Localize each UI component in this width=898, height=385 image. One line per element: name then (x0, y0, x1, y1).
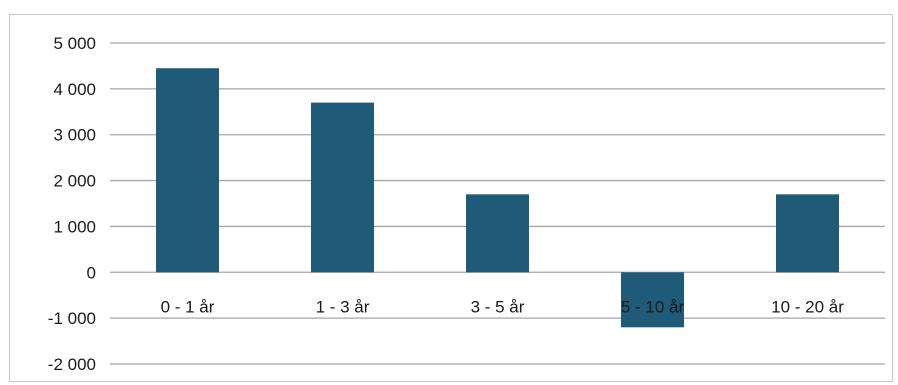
category-label: 5 - 10 år (621, 297, 685, 316)
y-axis-tick-labels: 5 000 4 000 3 000 2 000 1 000 0 -1 000 -2 000 (48, 34, 96, 374)
bar (156, 68, 219, 273)
bar (311, 102, 374, 273)
x-axis-category-labels: 0 - 1 år 1 - 3 år 3 - 5 år 5 - 10 år 10 - 20… (161, 297, 845, 316)
category-label: 10 - 20 år (771, 297, 844, 316)
y-tick-label: 3 000 (53, 126, 96, 145)
bar (621, 272, 684, 328)
category-label: 3 - 5 år (471, 297, 525, 316)
bar (776, 194, 839, 273)
category-label: 0 - 1 år (161, 297, 215, 316)
y-tick-label: 1 000 (53, 217, 96, 236)
y-tick-label: 2 000 (53, 172, 96, 191)
y-tick-label: -1 000 (48, 309, 96, 328)
category-label: 1 - 3 år (316, 297, 370, 316)
y-tick-label: 5 000 (53, 34, 96, 53)
y-tick-label: 0 (87, 263, 96, 282)
bar (466, 194, 529, 273)
y-tick-label: 4 000 (53, 80, 96, 99)
y-tick-label: -2 000 (48, 355, 96, 374)
bars (156, 68, 839, 328)
